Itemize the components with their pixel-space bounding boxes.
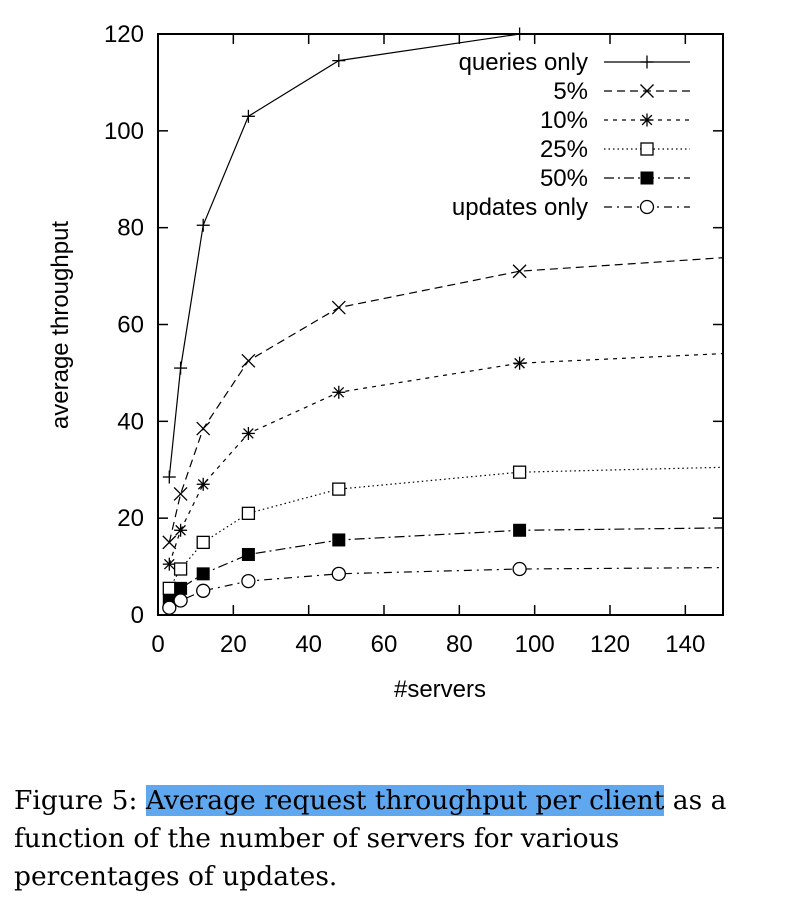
series-point-4 [241, 547, 255, 561]
series-point-0 [162, 470, 176, 484]
series-point-5 [241, 573, 256, 589]
legend-item: 10% [540, 107, 690, 134]
series-point-2 [174, 523, 188, 537]
legend-item: 50% [540, 165, 690, 192]
series-point-4 [174, 581, 188, 595]
legend-item: queries only [459, 49, 690, 76]
legend-marker [640, 142, 654, 156]
series-point-0 [174, 361, 188, 375]
series-point-1 [512, 264, 527, 279]
series-point-0 [332, 54, 346, 68]
series-point-5 [196, 583, 211, 598]
legend-marker [640, 171, 654, 185]
series-line-1 [168, 257, 724, 543]
series-line-5 [168, 567, 724, 609]
y-tick-label: 80 [117, 215, 144, 242]
legend-item: 25% [540, 136, 690, 163]
series-point-5 [512, 561, 527, 577]
series-line-2 [168, 353, 724, 565]
legend-marker [640, 84, 654, 98]
x-tick-label: 20 [220, 631, 247, 658]
series-point-1 [162, 535, 177, 550]
throughput-chart: 0 20 40 60 80 100 120 140 0 20 40 60 80 100 120 queri… [47, 21, 724, 703]
legend-marker [640, 55, 654, 69]
series-line-3 [168, 466, 724, 589]
x-tick-label: 100 [515, 631, 555, 658]
x-tick-label: 80 [446, 631, 473, 658]
legend-label: 10% [540, 107, 588, 134]
series-point-0 [513, 27, 527, 41]
legend-marker [639, 199, 655, 215]
y-tick-label: 40 [117, 408, 144, 435]
series-point-3 [162, 581, 176, 596]
series-point-3 [332, 482, 346, 496]
series-point-2 [241, 426, 255, 440]
series-point-1 [196, 421, 211, 436]
series-point-2 [162, 557, 176, 571]
series-point-3 [512, 465, 527, 479]
legend-label: 25% [540, 136, 588, 163]
y-tick-label: 120 [104, 21, 144, 48]
x-axis-label: #servers [394, 676, 486, 703]
y-tick-label: 100 [104, 118, 144, 145]
series-line-4 [168, 527, 724, 601]
x-tick-label: 140 [665, 631, 705, 658]
series-point-3 [173, 562, 188, 576]
legend-item: 5% [553, 78, 690, 105]
x-tick-label: 40 [295, 631, 322, 658]
series-layer [162, 27, 724, 615]
series-point-2 [513, 356, 527, 370]
series-point-5 [162, 600, 177, 615]
y-axis-label: average throughput [47, 221, 74, 429]
caption-prefix: Figure 5: [14, 785, 146, 816]
series-point-3 [196, 535, 210, 550]
series-point-5 [331, 566, 346, 581]
y-axis-ticks: 0 20 40 60 80 100 120 [104, 21, 723, 629]
figure-caption: Figure 5: Average request throughput per… [14, 782, 786, 896]
x-tick-label: 120 [590, 631, 630, 658]
legend-item: updates only [452, 194, 690, 221]
series-point-4 [332, 533, 346, 547]
series-point-1 [331, 300, 346, 315]
legend-label: 50% [540, 165, 588, 192]
series-line-0 [168, 33, 520, 478]
series-point-2 [196, 477, 210, 491]
legend-label: 5% [553, 78, 588, 105]
caption-highlight: Average request throughput per client [145, 785, 665, 816]
legend-marker [640, 113, 654, 127]
series-point-5 [173, 593, 188, 608]
series-point-1 [241, 353, 256, 368]
series-point-0 [196, 218, 210, 232]
caption-rest: as a function of the number of servers f… [14, 785, 727, 892]
x-tick-label: 60 [371, 631, 398, 658]
y-tick-label: 60 [117, 312, 144, 339]
series-point-4 [196, 567, 210, 581]
series-point-3 [241, 506, 256, 520]
series-point-2 [332, 385, 346, 399]
legend-label: updates only [452, 194, 588, 221]
plot-frame [157, 33, 724, 616]
series-point-1 [173, 486, 188, 501]
y-tick-label: 0 [131, 602, 144, 629]
series-point-0 [241, 109, 255, 123]
x-tick-label: 0 [151, 631, 164, 658]
x-axis-ticks: 0 20 40 60 80 100 120 140 [151, 34, 705, 658]
series-point-4 [513, 523, 527, 537]
y-tick-label: 20 [117, 505, 144, 532]
legend-label: queries only [459, 49, 588, 76]
